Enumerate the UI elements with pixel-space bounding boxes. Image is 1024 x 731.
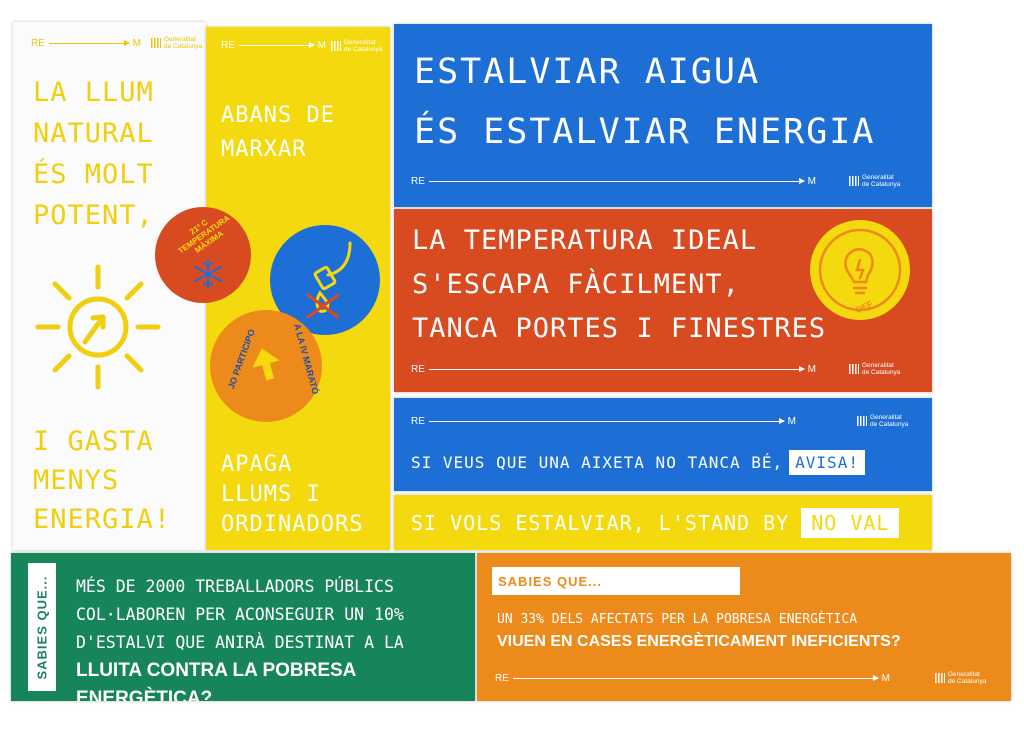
faucet-icon [306, 241, 352, 319]
arrow-up-icon [252, 348, 280, 381]
save-water-poster: ESTALVIAR AIGUA ÉS ESTALVIAR ENERGIA RE M… [394, 24, 932, 207]
re-m-line: RE M [411, 416, 796, 427]
lightbulb-off-icon [818, 228, 902, 312]
generalitat-logo: Generalitat de Catalunya [849, 362, 900, 376]
generalitat-logo: Generalitat de Catalunya [151, 36, 202, 50]
marathon-sticker: JO PARTICIPO A LA IV MARATÓ [210, 310, 322, 422]
tap-text: SI VEUS QUE UNA AIXETA NO TANCA BÉ, [411, 453, 784, 472]
standby-poster: SI VOLS ESTALVIAR, L'STAND BY NO VAL [394, 495, 932, 550]
tap-text-row: SI VEUS QUE UNA AIXETA NO TANCA BÉ, AVIS… [411, 450, 865, 475]
re-m-line: RE M [411, 176, 816, 187]
off-sticker: OFF [810, 220, 910, 320]
workers-poster: SABIES QUE... MÉS DE 2000 TREBALLADORS P… [11, 553, 475, 701]
generalitat-logo: Generalitat de Catalunya [857, 414, 908, 428]
snowflake-icon [194, 259, 222, 289]
leave-bottom-text: APAGA LLUMS I ORDINADORS [221, 452, 364, 537]
generalitat-logo: Generalitat de Catalunya [935, 671, 986, 685]
temperature-text: LA TEMPERATURA IDEAL S'ESCAPA FÀCILMENT,… [412, 225, 827, 344]
water-text: ESTALVIAR AIGUA ÉS ESTALVIAR ENERGIA [414, 52, 876, 152]
tap-poster: RE M Generalitat de Catalunya SI VEUS QUE … [394, 398, 932, 491]
temperature-sticker: 21º C TEMPERATURA MÀXIMA [155, 207, 251, 303]
re-m-line: RE M [495, 673, 890, 684]
generalitat-mark-icon [935, 673, 945, 683]
generalitat-mark-icon [857, 416, 867, 426]
re-m-line: RE M [411, 364, 816, 375]
standby-highlight: NO VAL [801, 508, 900, 538]
standby-text-row: SI VOLS ESTALVIAR, L'STAND BY NO VAL [411, 508, 900, 538]
generalitat-logo: Generalitat de Catalunya [849, 174, 900, 188]
sun-icon [35, 264, 161, 390]
standby-text: SI VOLS ESTALVIAR, L'STAND BY [411, 511, 790, 535]
re-m-line: RE M [31, 38, 141, 49]
tap-highlight: AVISA! [789, 450, 865, 475]
light-bottom-text: I GASTA MENYS ENERGIA! [33, 426, 172, 535]
leave-top-text: ABANS DE MARXAR [221, 103, 335, 162]
poverty-poster: SABIES QUE... UN 33% DELS AFECTATS PER L… [477, 553, 1011, 701]
generalitat-mark-icon [849, 364, 859, 374]
re-m-line: RE M [221, 40, 326, 51]
light-top-text: LA LLUM NATURAL ÉS MOLT POTENT, [33, 77, 154, 231]
generalitat-mark-icon [331, 41, 341, 51]
workers-text: MÉS DE 2000 TREBALLADORS PÚBLICS COL·LAB… [76, 577, 404, 701]
poverty-text: UN 33% DELS AFECTATS PER LA POBRESA ENER… [497, 612, 901, 650]
poverty-label: SABIES QUE... [492, 567, 740, 595]
generalitat-mark-icon [151, 38, 161, 48]
generalitat-logo: Generalitat de Catalunya [331, 39, 382, 53]
workers-side-label: SABIES QUE... [28, 563, 56, 691]
generalitat-mark-icon [849, 176, 859, 186]
